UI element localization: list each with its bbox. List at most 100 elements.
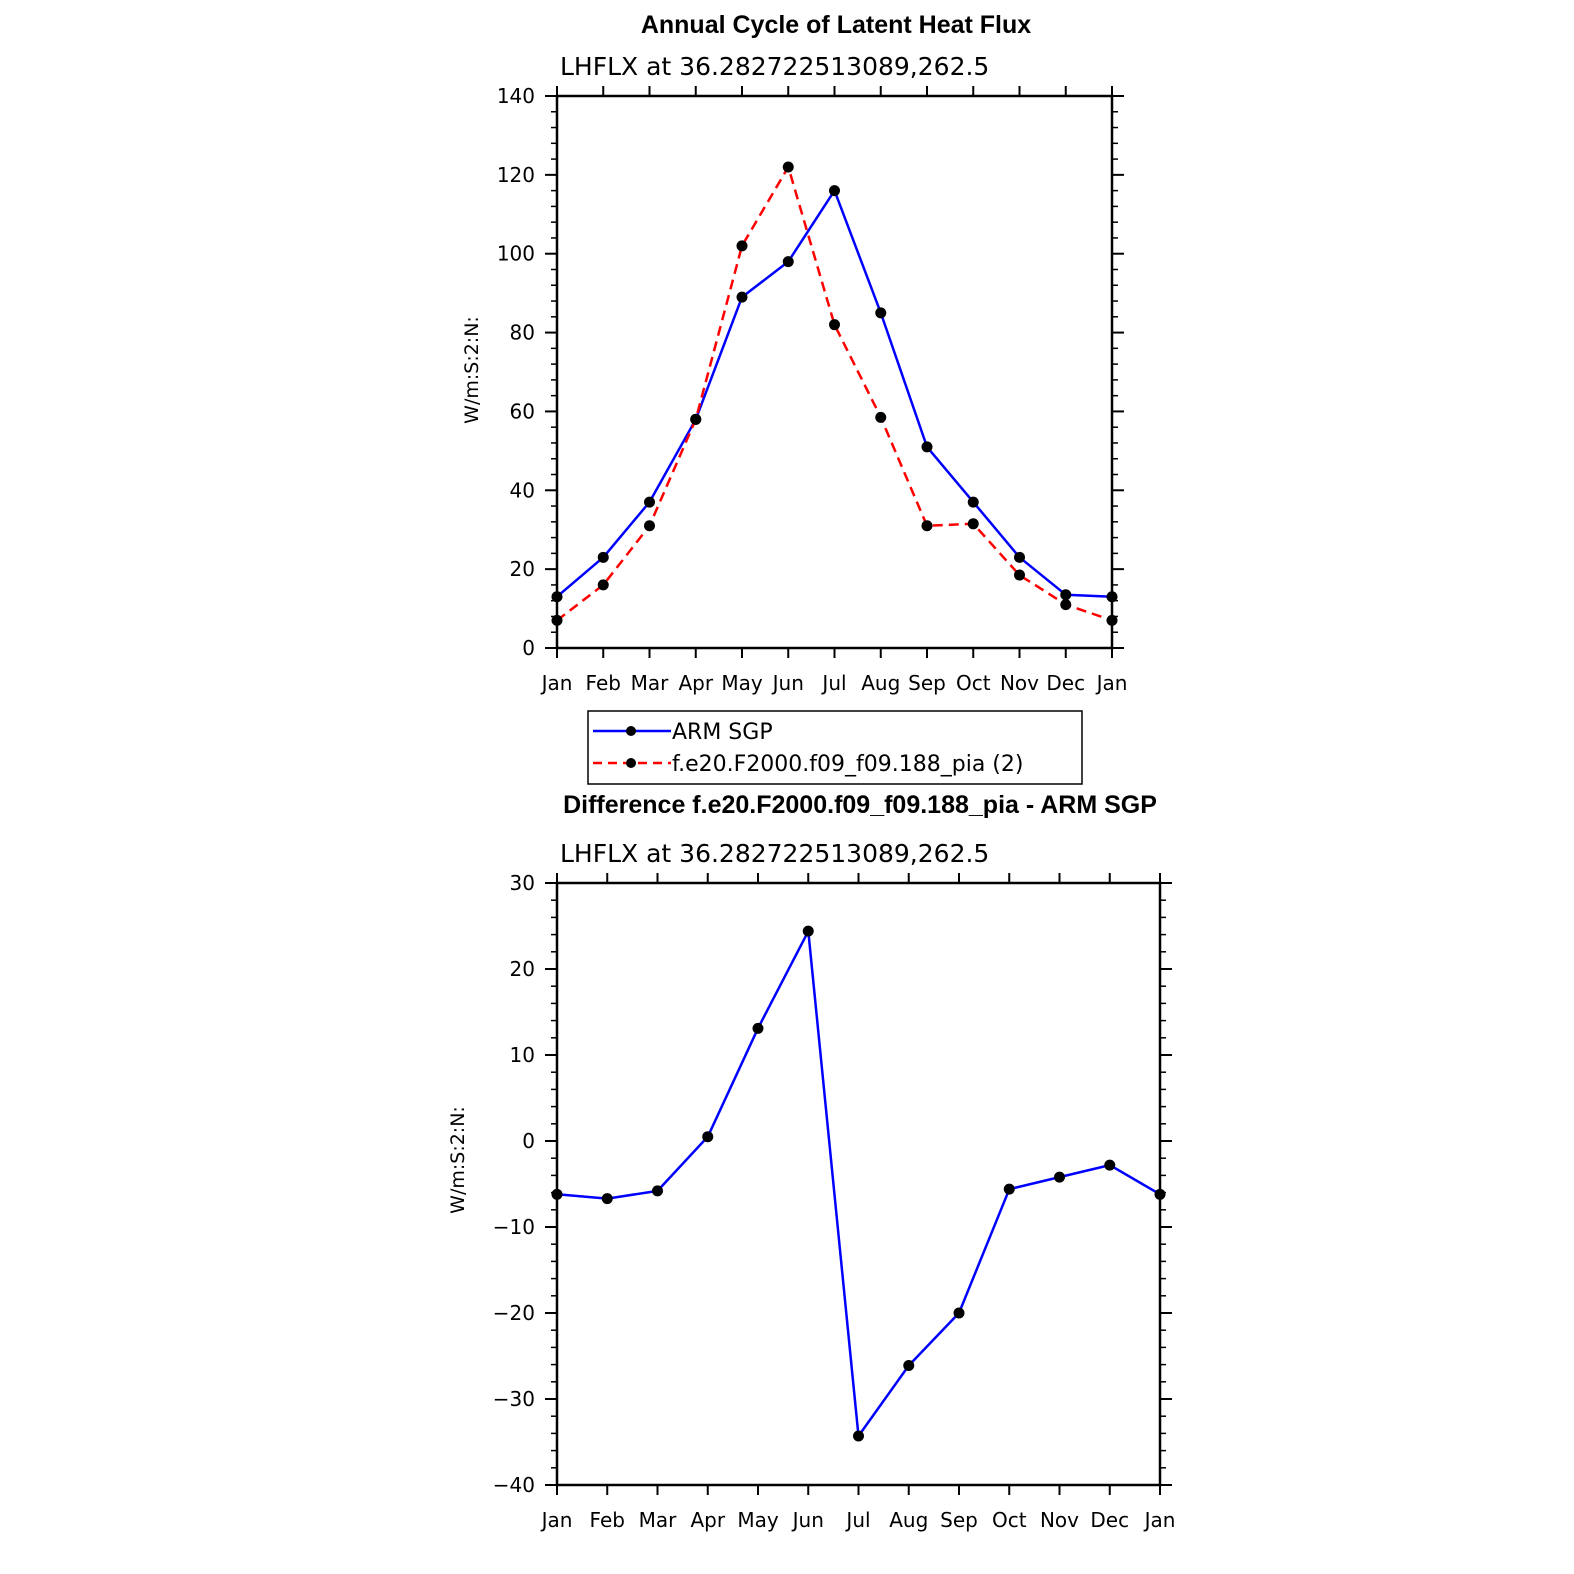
top-series-0-point (967, 496, 979, 508)
top-xtick-label: Sep (908, 671, 946, 695)
bottom-xtick-label: Jul (844, 1508, 870, 1532)
top-chart-title: Annual Cycle of Latent Heat Flux (641, 11, 1031, 39)
bottom-series-0-point (853, 1430, 864, 1442)
bottom-ytick-label: 30 (510, 871, 535, 895)
top-series-1-point (875, 411, 887, 423)
bottom-xtick-label: Oct (992, 1508, 1027, 1532)
bottom-chart-ylabel: W/m:S:2:N: (447, 1106, 469, 1214)
top-series-1-point (1014, 569, 1025, 581)
top-series-1-point (782, 161, 794, 173)
top-xtick-label: Jul (820, 671, 846, 695)
top-series-1-point (551, 614, 563, 626)
top-xtick-label: May (721, 671, 763, 695)
top-series-0-point (597, 551, 609, 563)
bottom-chart-series (551, 925, 1166, 1442)
top-series-1-point (967, 518, 979, 530)
bottom-xtick-label: Mar (639, 1508, 678, 1532)
bottom-ytick-label: −10 (493, 1215, 535, 1239)
top-series-0-point (551, 591, 563, 603)
bottom-ytick-label: −20 (493, 1301, 535, 1325)
legend-marker-model (626, 758, 636, 768)
bottom-series-0-point (1104, 1159, 1116, 1171)
top-xtick-label: Jan (1095, 671, 1128, 695)
top-series-0-point (875, 307, 887, 319)
bottom-xtick-label: Jun (791, 1508, 824, 1532)
legend-label-arm-sgp: ARM SGP (672, 720, 773, 745)
top-series-1-point (1106, 614, 1118, 626)
bottom-xtick-label: Jan (540, 1508, 573, 1532)
bottom-xtick-label: Dec (1090, 1508, 1129, 1532)
top-series-1-point (597, 579, 609, 591)
bottom-series-0-point (652, 1185, 663, 1197)
bottom-ytick-label: −40 (493, 1473, 535, 1497)
bottom-chart-axes: Jan Feb Mar Apr May Jun Jul Aug Sep Oct Nov Dec Jan−… (493, 871, 1176, 1532)
bottom-xtick-label: Apr (690, 1508, 725, 1532)
top-xtick-label: Jun (771, 671, 804, 695)
bottom-series-0-point (1154, 1188, 1166, 1200)
bottom-ytick-label: 20 (510, 957, 535, 981)
top-series-1-point (736, 240, 748, 252)
bottom-xtick-label: Jan (1143, 1508, 1176, 1532)
bottom-xtick-label: Feb (590, 1508, 625, 1532)
top-series-line-1 (556, 165, 1113, 622)
bottom-chart-title: Difference f.e20.F2000.f09_f09.188_pia -… (563, 791, 1157, 819)
top-xtick-label: Jan (540, 671, 573, 695)
bottom-ytick-label: 0 (522, 1129, 535, 1153)
top-series-1-point (829, 319, 840, 331)
top-ytick-label: 20 (510, 557, 535, 581)
top-ytick-label: 40 (510, 478, 535, 502)
legend-marker-arm-sgp (626, 726, 636, 736)
top-ytick-label: 100 (497, 242, 535, 266)
bottom-ytick-label: 10 (510, 1043, 535, 1067)
top-chart-ylabel: W/m:S:2:N: (461, 316, 483, 424)
annual-cycle-chart: Annual Cycle of Latent Heat Flux LHFLX a… (461, 11, 1128, 785)
top-series-0-point (736, 291, 748, 303)
top-xtick-label: Nov (1000, 671, 1039, 695)
top-chart-subtitle: LHFLX at 36.282722513089,262.5 (560, 52, 989, 81)
top-xtick-label: Dec (1046, 671, 1085, 695)
bottom-series-0-point (802, 925, 814, 937)
top-ytick-label: 0 (522, 636, 535, 660)
top-xtick-label: Apr (678, 671, 713, 695)
bottom-series-0-point (1054, 1171, 1065, 1183)
difference-chart: Difference f.e20.F2000.f09_f09.188_pia -… (447, 791, 1175, 1532)
bottom-ytick-label: −30 (493, 1387, 535, 1411)
top-series-0-point (829, 185, 840, 197)
bottom-series-0-point (551, 1188, 563, 1200)
top-series-0-point (1014, 551, 1025, 563)
bottom-series-0-point (903, 1359, 915, 1371)
top-ytick-label: 120 (497, 163, 535, 187)
bottom-xtick-label: Nov (1040, 1508, 1079, 1532)
top-series-0-point (1060, 589, 1072, 601)
top-xtick-label: Feb (586, 671, 621, 695)
top-series-0-point (921, 441, 933, 453)
top-chart-series (551, 161, 1118, 626)
bottom-series-0-point (1003, 1183, 1015, 1195)
bottom-xtick-label: May (737, 1508, 779, 1532)
top-ytick-label: 60 (510, 399, 535, 423)
bottom-xtick-label: Aug (889, 1508, 928, 1532)
top-series-1-point (921, 520, 933, 532)
top-chart-legend: ARM SGP f.e20.F2000.f09_f09.188_pia (2) (587, 710, 1083, 785)
bottom-series-0-point (953, 1307, 965, 1319)
bottom-series-0-point (752, 1022, 764, 1034)
top-ytick-label: 140 (497, 84, 535, 108)
bottom-series-line-0 (556, 929, 1161, 1438)
bottom-series-0-point (601, 1193, 613, 1205)
top-series-0-point (644, 496, 655, 508)
top-series-0-point (782, 256, 794, 268)
top-xtick-label: Mar (631, 671, 670, 695)
legend-box (587, 710, 1083, 785)
bottom-series-0-point (702, 1131, 714, 1143)
bottom-chart-subtitle: LHFLX at 36.282722513089,262.5 (560, 839, 989, 868)
top-xtick-label: Aug (861, 671, 900, 695)
bottom-plot-frame (555, 881, 1162, 1487)
top-chart-axes: Jan Feb Mar Apr May Jun Jul Aug Sep Oct Nov Dec Jan0… (497, 84, 1128, 695)
top-series-1-point (690, 413, 702, 425)
top-series-1-point (1060, 599, 1072, 611)
top-series-0-point (1106, 591, 1118, 603)
legend-label-model: f.e20.F2000.f09_f09.188_pia (2) (672, 752, 1023, 777)
top-series-1-point (644, 520, 655, 532)
top-xtick-label: Oct (956, 671, 991, 695)
